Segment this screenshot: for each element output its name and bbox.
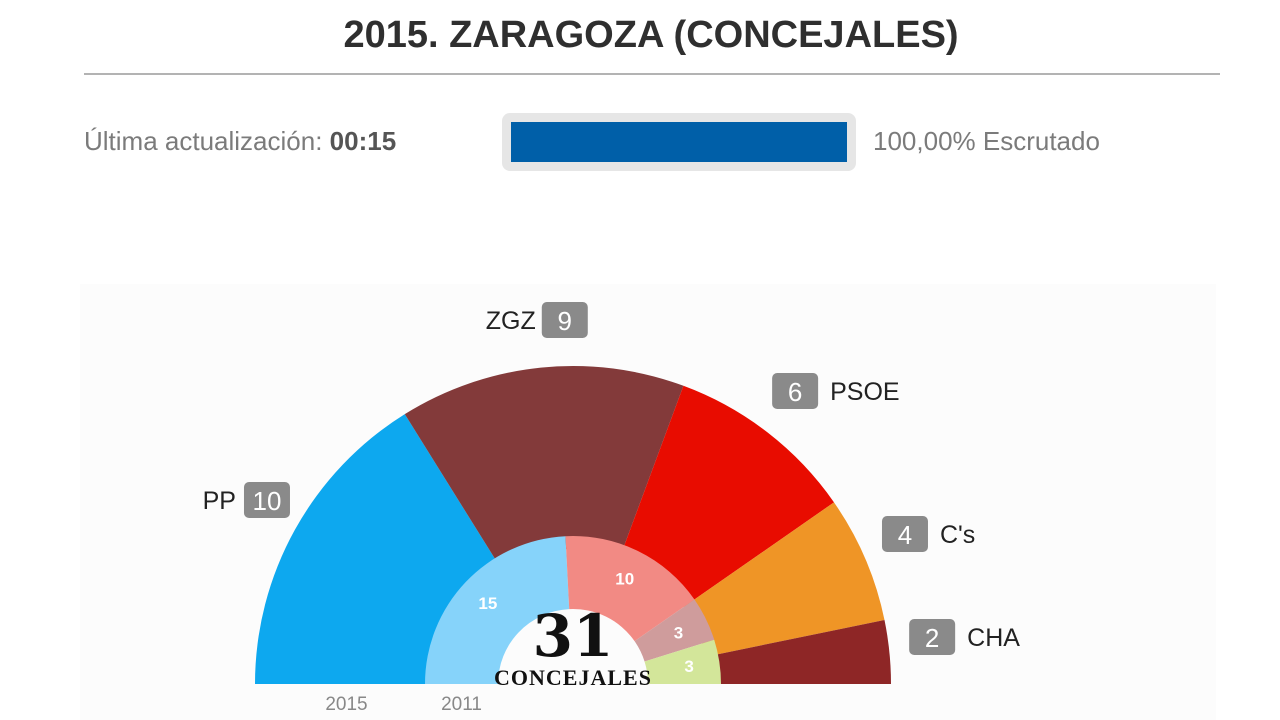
- scrutiny-progress-label: 100,00% Escrutado: [873, 126, 1100, 156]
- seat-badge-value-zgz: 9: [558, 306, 572, 336]
- page-title: 2015. ZARAGOZA (CONCEJALES): [343, 14, 959, 56]
- last-update-label: Última actualización:: [84, 126, 323, 156]
- last-update-time: 00:15: [329, 126, 397, 156]
- scrutiny-progress-fill: [511, 122, 847, 162]
- slice-2015-psoe: [619, 385, 835, 607]
- seat-badge-psoe: [772, 373, 819, 409]
- seat-badge-pp: [243, 482, 290, 518]
- total-seats-value: 31: [533, 602, 614, 670]
- ring-year-label-2011: 2011: [441, 694, 482, 715]
- slice-2011-value-2: 10: [615, 570, 634, 589]
- title-divider: [84, 73, 1220, 75]
- chart-panel: 10 PP 9 ZGZ 6 PSOE 4 C's 2 CHA 15 10 3 3 31 CONCEJALES 2…: [80, 284, 1216, 720]
- ring-year-label-2015: 2015: [325, 694, 367, 715]
- seat-badge-value-psoe: 6: [788, 377, 802, 407]
- seat-badge-zgz: [541, 302, 588, 338]
- scrutiny-progress-bar: [502, 113, 856, 171]
- total-seats-label: CONCEJALES: [494, 665, 652, 690]
- slice-2011-2: [565, 536, 695, 642]
- seat-badge-value-cha: 2: [925, 623, 939, 653]
- slice-2011-4: [644, 639, 721, 684]
- slice-2011-value-1: 15: [478, 594, 497, 613]
- slice-2015-cha: [705, 619, 891, 684]
- seat-badge-cha: [909, 619, 956, 655]
- slice-2015-c-s: [683, 502, 885, 657]
- slice-2015-zgz: [404, 366, 684, 570]
- party-label-c-s: C's: [940, 521, 975, 549]
- seat-badge-value-pp: 10: [253, 486, 282, 516]
- slice-2011-1: [425, 536, 570, 684]
- slice-2011-value-3: 3: [674, 623, 683, 642]
- last-update: Última actualización: 00:15: [84, 126, 396, 157]
- seat-badge-value-c-s: 4: [898, 520, 912, 550]
- party-label-cha: CHA: [967, 624, 1020, 652]
- seat-badge-c-s: [881, 516, 928, 552]
- slice-2011-value-4: 3: [684, 657, 693, 676]
- slice-2015-pp: [255, 414, 502, 684]
- party-label-pp: PP: [203, 487, 236, 515]
- party-label-psoe: PSOE: [830, 378, 899, 406]
- party-label-zgz: ZGZ: [486, 307, 536, 335]
- slice-2011-3: [634, 599, 715, 662]
